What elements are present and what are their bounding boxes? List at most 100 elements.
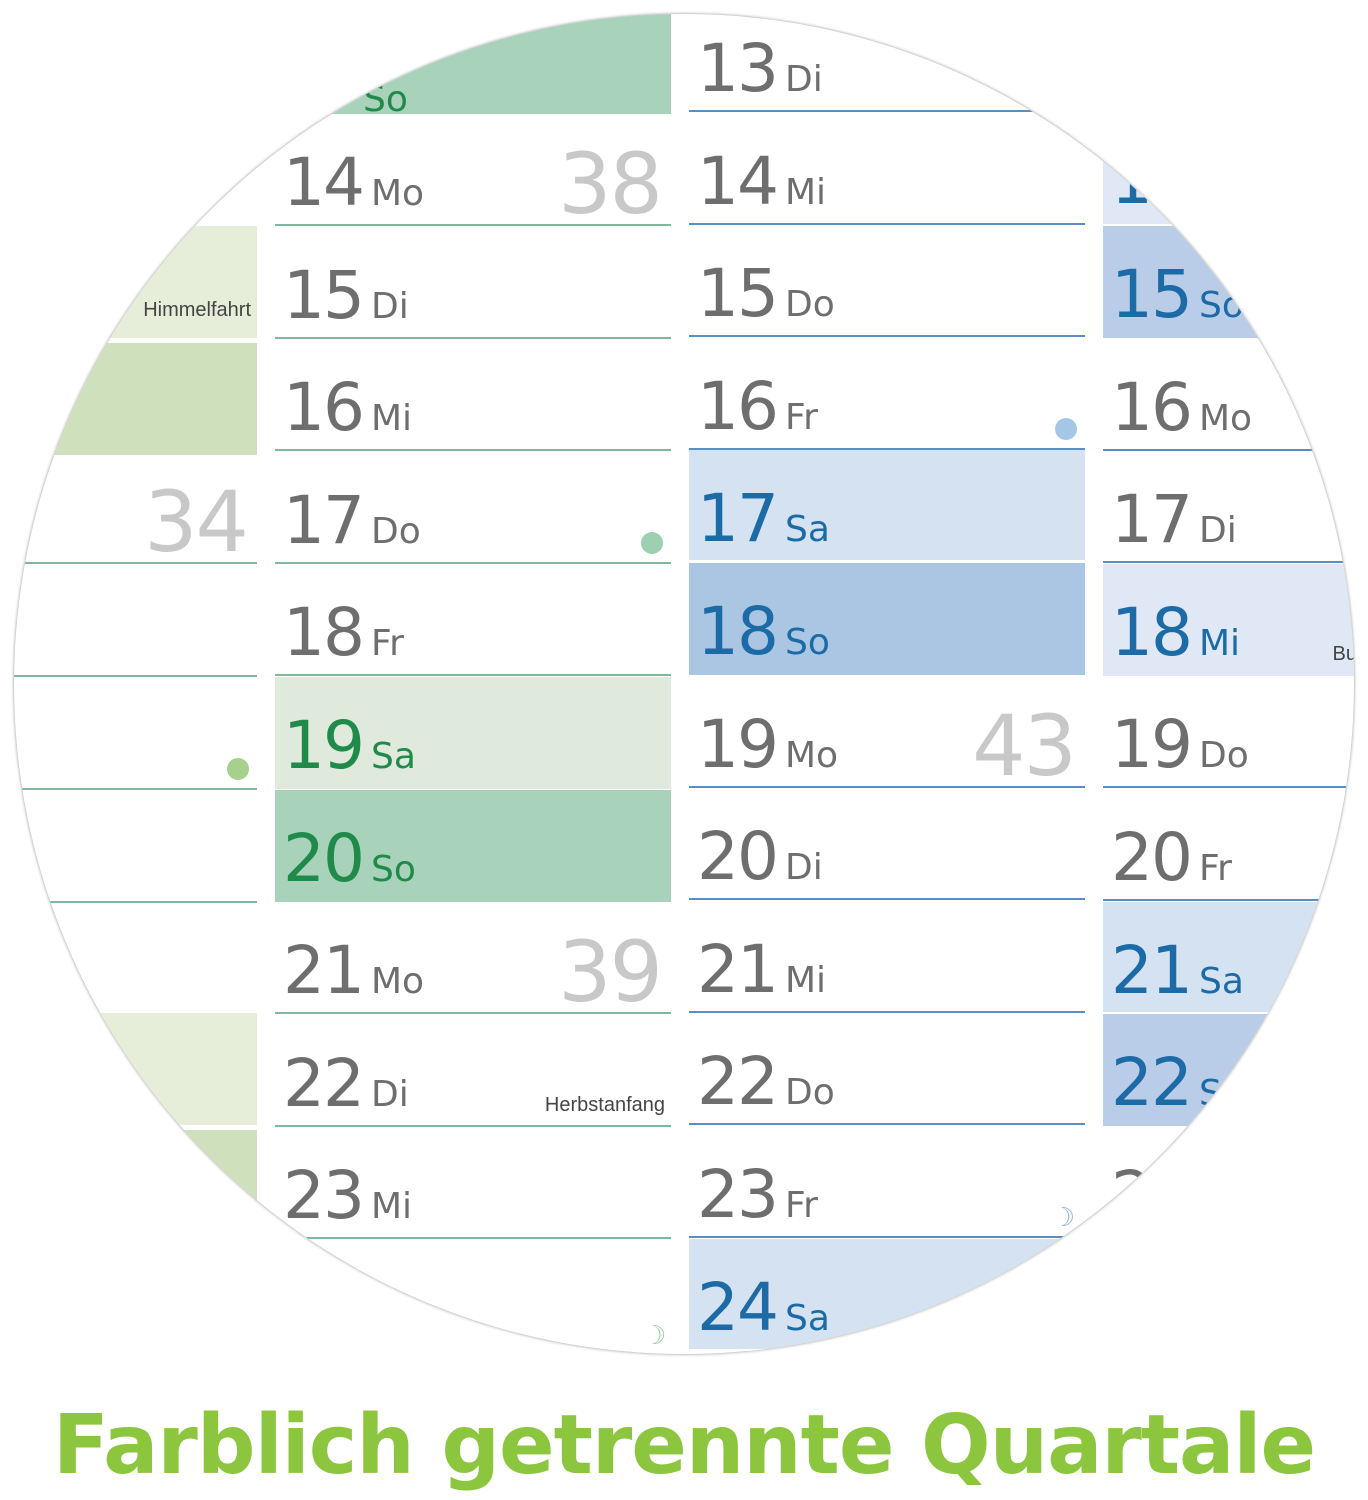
day-number: 21 Mo <box>283 932 425 1010</box>
day-number: 15 Di <box>283 256 409 334</box>
day-number: 23 Fr <box>697 1156 818 1233</box>
day-cell: 24 Sa <box>689 1238 1085 1351</box>
day-cell: 17 Do <box>275 452 671 564</box>
day-cell: 22 Di Herbstanfang <box>275 1015 671 1127</box>
day-name: Mo <box>784 734 839 776</box>
day-cell: 22 Do <box>689 1013 1085 1126</box>
week-number: 38 <box>558 135 663 233</box>
day-name: Mi <box>784 171 827 213</box>
day-cell: 34 <box>14 452 257 564</box>
day-cell: 17 Sa <box>689 450 1085 563</box>
moon-phase-dot <box>641 531 663 554</box>
day-name: Mo <box>1198 397 1253 439</box>
day-number: 19 Do <box>1111 706 1249 784</box>
day-number: 21 Sa <box>1111 931 1244 1009</box>
day-name: Mi <box>370 1186 413 1228</box>
day-cell <box>14 1130 257 1354</box>
day-cell: 20 Fr <box>1103 789 1354 901</box>
calendar-detail-circle: Himmelfahrt 34 So 14 Mo 38 15 Di 16 Mi 17 Do 18 Fr… <box>14 14 1354 1354</box>
day-number: 13 Di <box>697 30 823 107</box>
day-name: Mi <box>370 398 413 440</box>
day-cell: 19 Sa <box>275 677 671 789</box>
day-name: Fr <box>1198 848 1232 889</box>
day-number: 23 Mi <box>283 1157 413 1235</box>
week-number: 39 <box>558 923 663 1022</box>
day-number: 24 Sa <box>697 1268 830 1346</box>
day-cell <box>14 904 257 1016</box>
day-name: Sa <box>784 509 830 551</box>
day-cell: 15 So <box>1103 226 1354 338</box>
day-number: 20 So <box>283 819 416 897</box>
day-cell: 18 Mi Bu <box>1103 563 1354 676</box>
day-name: Fr <box>370 623 404 665</box>
day-name: Fr <box>784 396 818 438</box>
day-name: Sa <box>370 736 416 777</box>
day-cell: 19 Mo 43 <box>689 676 1085 788</box>
day-name: Di <box>784 59 823 100</box>
day-number: 22 Di <box>283 1044 409 1122</box>
day-cell: 16 Mo <box>1103 339 1354 451</box>
day-name: Do <box>370 510 421 552</box>
day-number: 22 Do <box>697 1043 835 1121</box>
day-cell: 15 Di <box>275 227 671 339</box>
day-name: So <box>784 622 830 663</box>
day-cell: 16 Mi <box>275 339 671 452</box>
moon-phase-dot <box>227 758 249 780</box>
day-cell: 23 Fr ☽ <box>689 1126 1085 1238</box>
holiday-label: Himmelfahrt <box>143 299 251 321</box>
holiday-label: Herbstanfang <box>544 1093 665 1116</box>
day-cell: 23 Mi <box>275 1127 671 1240</box>
day-name: Do <box>784 284 835 326</box>
day-cell: 21 Sa <box>1103 901 1354 1014</box>
week-number: 43 <box>972 696 1077 795</box>
day-cell: 2 <box>1103 1127 1354 1239</box>
day-number: 18 Fr <box>283 594 404 672</box>
day-name: Sa <box>784 1297 830 1339</box>
day-number: 15 So <box>1111 256 1244 333</box>
day-cell: 21 Mo 39 <box>275 902 671 1022</box>
day-number: 1 <box>1111 142 1153 219</box>
day-name: Do <box>784 1072 835 1114</box>
day-name: S <box>1198 1073 1222 1115</box>
day-number: 18 So <box>697 593 830 670</box>
day-name: Sa <box>1198 960 1244 1002</box>
day-cell: 19 Do <box>1103 676 1354 789</box>
day-number: 16 Mi <box>283 369 413 447</box>
day-number: 14 Mi <box>697 142 827 220</box>
day-number: 19 Mo <box>697 705 839 783</box>
moon-phase-icon: ☽ <box>1051 1202 1075 1232</box>
day-number: 21 Mi <box>697 930 827 1008</box>
day-cell: 13 Di <box>689 14 1085 112</box>
day-number: 16 Fr <box>697 367 818 445</box>
day-cell: 15 Do <box>689 225 1085 338</box>
day-number: 18 Mi <box>1111 593 1241 671</box>
day-cell: 20 Di <box>689 788 1085 901</box>
day-name: Mi <box>1198 622 1241 664</box>
day-cell <box>14 1013 257 1125</box>
day-number: 14 Mo <box>283 144 425 221</box>
footer-caption: Farblich getrennte Quartale <box>52 1398 1316 1493</box>
day-cell <box>14 343 257 455</box>
day-number: 2 <box>1111 1156 1153 1234</box>
day-cell: Himmelfahrt <box>14 226 257 338</box>
day-name: So <box>370 848 416 890</box>
day-number: 16 Mo <box>1111 368 1253 446</box>
day-name: Di <box>370 1073 409 1115</box>
day-name: So <box>363 79 408 120</box>
moon-phase-dot <box>1055 417 1077 440</box>
day-cell: 22 S <box>1103 1014 1354 1127</box>
day-number: 22 S <box>1111 1044 1222 1122</box>
day-name: Mo <box>370 173 425 214</box>
day-cell: 14 Mo 38 <box>275 114 671 226</box>
day-cell: 1 <box>1103 112 1354 224</box>
day-cell: So <box>275 14 671 120</box>
day-cell <box>14 565 257 677</box>
day-number: 20 Di <box>697 818 823 896</box>
day-cell: 21 Mi <box>689 901 1085 1013</box>
day-cell: 16 Fr <box>689 338 1085 450</box>
day-name: Di <box>784 847 823 889</box>
day-cell: 18 Fr <box>275 564 671 677</box>
day-name: Fr <box>784 1185 818 1226</box>
day-cell <box>14 791 257 903</box>
day-name: Mo <box>370 961 425 1003</box>
